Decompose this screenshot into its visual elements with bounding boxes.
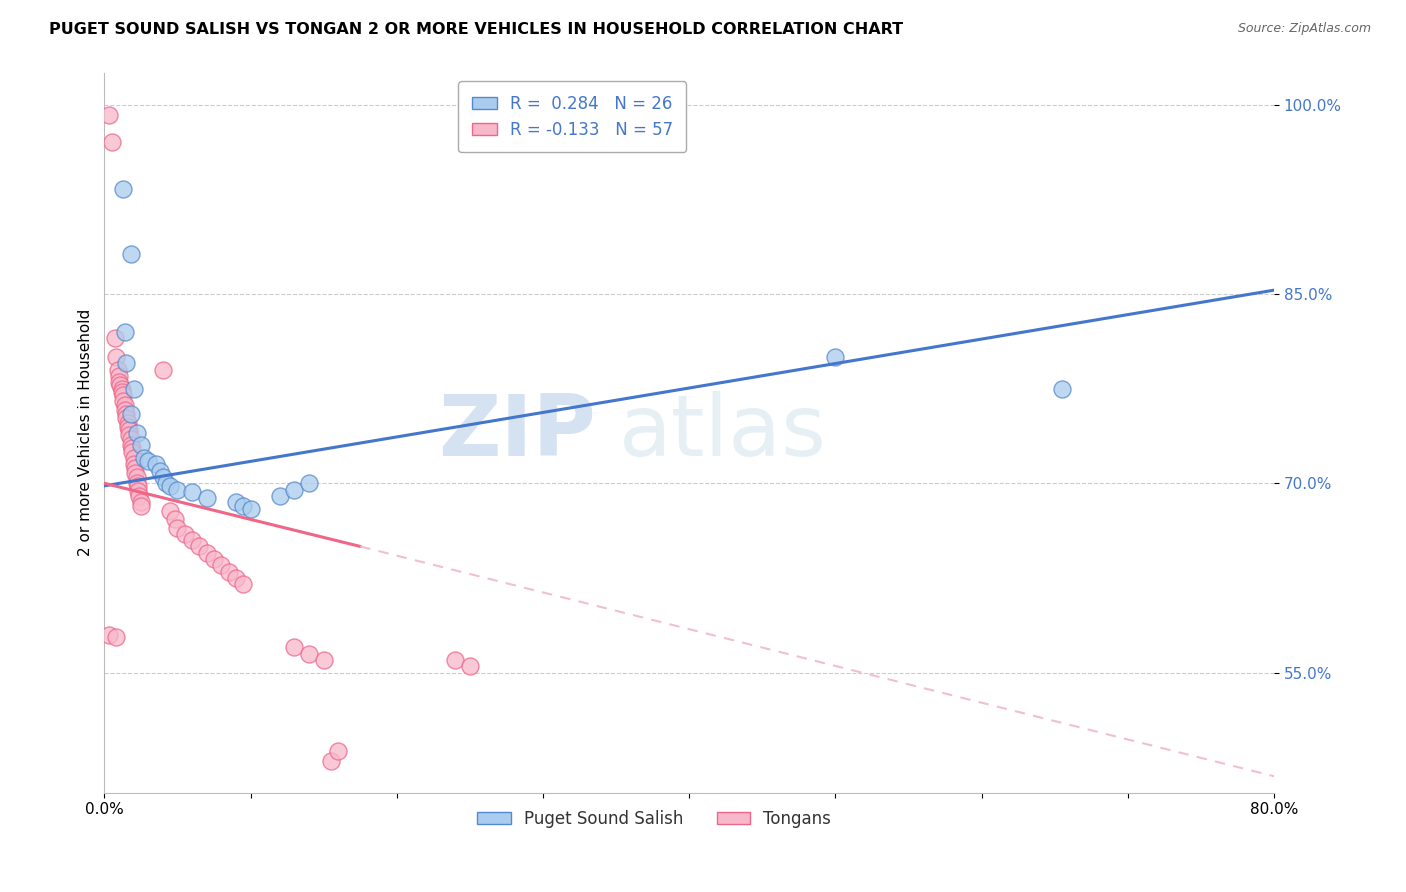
Y-axis label: 2 or more Vehicles in Household: 2 or more Vehicles in Household: [79, 310, 93, 557]
Point: [108, 376, 131, 390]
Point: [122, 382, 145, 396]
Point: [115, 356, 138, 370]
Point: [115, 407, 138, 421]
Point: [127, 483, 149, 498]
Point: [149, 464, 172, 478]
Point: [824, 350, 846, 364]
Point: [105, 350, 128, 364]
Point: [125, 476, 148, 491]
Point: [97, 628, 120, 642]
Point: [269, 489, 291, 503]
Point: [136, 453, 159, 467]
Point: [458, 659, 481, 673]
Point: [152, 362, 174, 376]
Point: [283, 483, 305, 497]
Point: [209, 558, 232, 573]
Point: [152, 470, 174, 484]
Point: [283, 640, 305, 655]
Point: [166, 483, 188, 497]
Point: [225, 495, 247, 509]
Point: [195, 491, 218, 506]
Legend: Puget Sound Salish, Tongans: Puget Sound Salish, Tongans: [471, 804, 838, 835]
Point: [112, 182, 135, 196]
Point: [125, 470, 148, 484]
Point: [159, 504, 181, 518]
Point: [111, 382, 134, 396]
Point: [173, 526, 195, 541]
Point: [121, 441, 143, 455]
Point: [124, 461, 146, 475]
Text: ZIP: ZIP: [437, 392, 596, 475]
Point: [117, 416, 139, 430]
Point: [115, 410, 138, 425]
Point: [132, 451, 155, 466]
Text: PUGET SOUND SALISH VS TONGAN 2 OR MORE VEHICLES IN HOUSEHOLD CORRELATION CHART: PUGET SOUND SALISH VS TONGAN 2 OR MORE V…: [49, 22, 903, 37]
Point: [328, 744, 350, 758]
Point: [181, 533, 204, 548]
Point: [97, 108, 120, 122]
Point: [298, 647, 321, 661]
Point: [444, 653, 467, 667]
Point: [111, 385, 134, 400]
Point: [155, 476, 177, 491]
Point: [105, 631, 128, 645]
Point: [159, 479, 181, 493]
Point: [166, 520, 188, 534]
Point: [239, 501, 262, 516]
Text: atlas: atlas: [619, 392, 827, 475]
Point: [312, 653, 335, 667]
Text: Source: ZipAtlas.com: Source: ZipAtlas.com: [1237, 22, 1371, 36]
Point: [124, 467, 146, 481]
Point: [202, 552, 225, 566]
Point: [127, 479, 149, 493]
Point: [145, 458, 167, 472]
Point: [122, 451, 145, 466]
Point: [218, 565, 240, 579]
Point: [114, 398, 136, 412]
Point: [112, 394, 135, 409]
Point: [121, 444, 143, 458]
Point: [120, 438, 142, 452]
Point: [107, 362, 129, 376]
Point: [122, 458, 145, 472]
Point: [108, 369, 131, 384]
Point: [129, 495, 152, 509]
Point: [298, 476, 321, 491]
Point: [163, 511, 186, 525]
Point: [112, 388, 135, 402]
Point: [195, 546, 218, 560]
Point: [129, 438, 152, 452]
Point: [232, 577, 254, 591]
Point: [188, 540, 211, 554]
Point: [114, 403, 136, 417]
Point: [1050, 382, 1073, 396]
Point: [181, 485, 204, 500]
Point: [120, 407, 142, 421]
Point: [125, 425, 148, 440]
Point: [118, 428, 141, 442]
Point: [110, 377, 132, 392]
Point: [117, 419, 139, 434]
Point: [104, 331, 127, 345]
Point: [114, 325, 136, 339]
Point: [129, 499, 152, 513]
Point: [120, 246, 142, 260]
Point: [100, 136, 122, 150]
Point: [118, 423, 141, 437]
Point: [225, 571, 247, 585]
Point: [128, 489, 150, 503]
Point: [319, 754, 342, 768]
Point: [120, 432, 142, 446]
Point: [232, 499, 254, 513]
